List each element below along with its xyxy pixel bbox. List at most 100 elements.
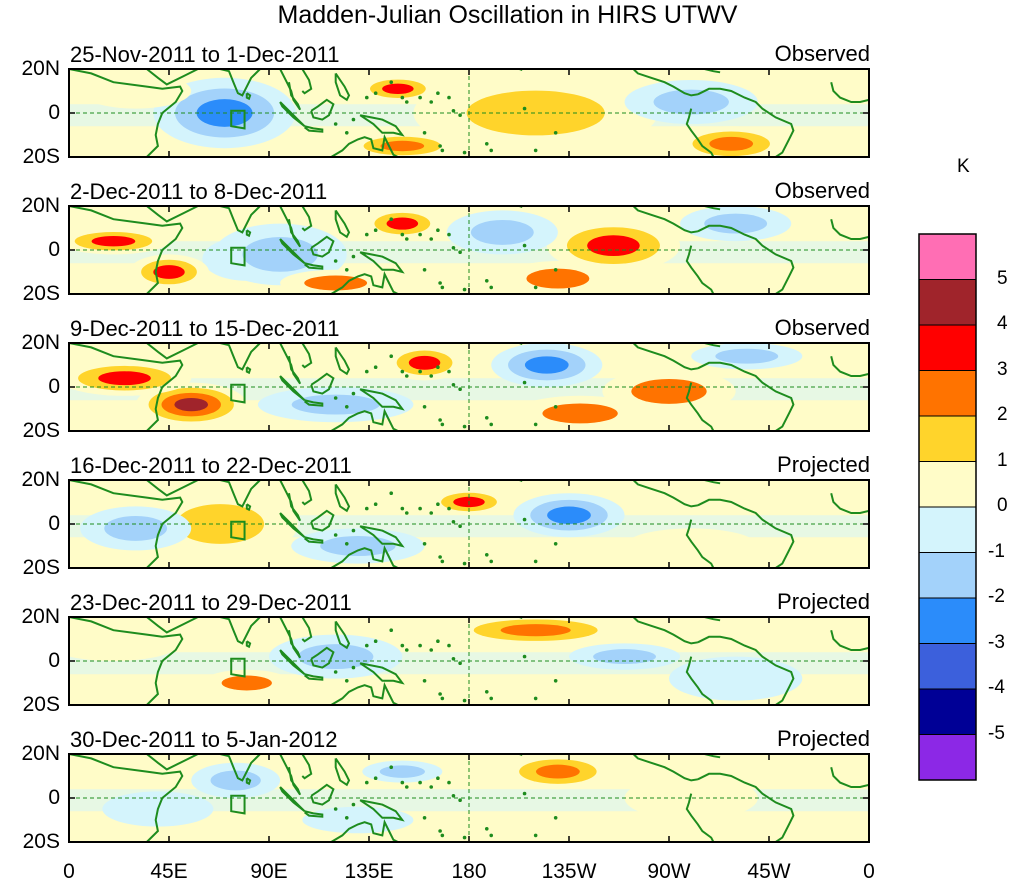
- reference-box: [230, 794, 246, 815]
- colorbar-tick-label: -4: [988, 677, 1005, 698]
- y-tick-label: 20S: [22, 830, 60, 853]
- island-marker: [522, 517, 527, 522]
- y-tick-label: 20S: [22, 556, 60, 579]
- coastline: [320, 271, 399, 294]
- colorbar-swatch: [918, 552, 977, 599]
- coastline: [685, 108, 715, 157]
- colorbar-frame: [918, 233, 977, 781]
- coastline: [697, 224, 795, 294]
- anomaly-contour: [526, 268, 590, 289]
- anomaly-contour: [221, 675, 272, 691]
- island-marker: [489, 422, 494, 427]
- island-marker: [484, 690, 489, 694]
- coastline: [146, 69, 199, 86]
- colorbar-tick-label: 1: [997, 449, 1008, 471]
- island-marker: [458, 661, 462, 665]
- island-marker: [553, 542, 558, 546]
- island-marker: [458, 798, 462, 802]
- island-marker: [351, 528, 356, 533]
- island-marker: [553, 816, 558, 820]
- island-marker: [458, 387, 462, 392]
- anomaly-contour: [91, 236, 136, 247]
- island-marker: [429, 648, 434, 652]
- island-marker: [440, 422, 445, 427]
- coastline: [301, 69, 313, 95]
- y-tick-label: 20S: [22, 419, 60, 442]
- coastline: [700, 343, 721, 348]
- island-marker: [438, 692, 442, 696]
- island-marker: [436, 639, 440, 643]
- anomaly-contour: [470, 219, 534, 245]
- coastline: [304, 536, 324, 544]
- panel-period-label: 9-Dec-2011 to 15-Dec-2011: [70, 316, 340, 341]
- coastline: [632, 206, 699, 234]
- coastline: [304, 810, 324, 818]
- island-marker: [351, 802, 356, 807]
- panel-1: [68, 68, 870, 158]
- island-marker: [489, 559, 494, 564]
- x-tick-label: 135E: [344, 860, 394, 883]
- anomaly-contour: [176, 504, 265, 544]
- colorbar-swatch: [918, 643, 977, 690]
- anomaly-contour: [386, 217, 419, 230]
- anomaly-contour: [624, 528, 758, 564]
- island-marker: [404, 100, 409, 104]
- island-marker: [400, 369, 405, 374]
- y-tick-label: 0: [48, 512, 60, 535]
- reference-box: [230, 109, 246, 130]
- x-tick-label: 45W: [747, 860, 791, 883]
- panel-2: [68, 205, 870, 295]
- island-marker: [351, 254, 356, 259]
- y-tick-label: 20S: [22, 145, 60, 168]
- island-marker: [489, 696, 494, 701]
- anomaly-contour: [210, 770, 261, 791]
- island-marker: [438, 555, 442, 559]
- island-marker: [533, 559, 538, 564]
- anomaly-contour: [297, 644, 374, 670]
- island-marker: [522, 106, 527, 111]
- anomaly-contour: [524, 356, 569, 374]
- anomaly-contour: [653, 89, 729, 115]
- coastline: [304, 673, 324, 681]
- coastline: [830, 218, 869, 240]
- island-marker: [400, 780, 405, 785]
- anomaly-contour: [593, 649, 656, 665]
- anomaly-contour: [104, 515, 168, 541]
- y-tick-label: 0: [48, 101, 60, 124]
- island-marker: [389, 491, 394, 496]
- y-tick-label: 0: [48, 649, 60, 672]
- island-marker: [404, 648, 409, 652]
- island-marker: [344, 542, 349, 546]
- island-marker: [522, 654, 527, 659]
- chart-title: Madden-Julian Oscillation in HIRS UTWV: [277, 1, 738, 29]
- island-marker: [373, 776, 378, 780]
- coastline: [219, 480, 261, 508]
- coastline: [697, 361, 795, 431]
- y-tick-label: 0: [48, 786, 60, 809]
- panel-status-label: Observed: [774, 315, 870, 340]
- x-tick-label: 45E: [150, 860, 188, 883]
- coastline: [304, 399, 324, 407]
- coastline: [301, 480, 313, 506]
- coastline: [685, 793, 715, 842]
- island-marker: [418, 780, 422, 785]
- coastline: [310, 646, 335, 669]
- island-marker: [418, 506, 422, 511]
- coastline: [301, 343, 313, 369]
- island-marker: [344, 679, 349, 683]
- x-tick-label: 90E: [250, 860, 288, 883]
- anomaly-contour: [500, 624, 571, 637]
- island-marker: [462, 698, 467, 703]
- coastline: [359, 525, 405, 548]
- island-marker: [389, 80, 394, 84]
- island-marker: [418, 643, 422, 648]
- island-marker: [364, 780, 369, 785]
- island-marker: [489, 148, 494, 153]
- coastline: [334, 209, 351, 239]
- colorbar-unit-label: K: [957, 156, 970, 177]
- anomaly-contour: [382, 83, 414, 95]
- island-marker: [389, 628, 394, 632]
- x-tick-label: 180: [451, 860, 487, 883]
- colorbar-swatch: [918, 688, 977, 735]
- coastline: [320, 819, 399, 842]
